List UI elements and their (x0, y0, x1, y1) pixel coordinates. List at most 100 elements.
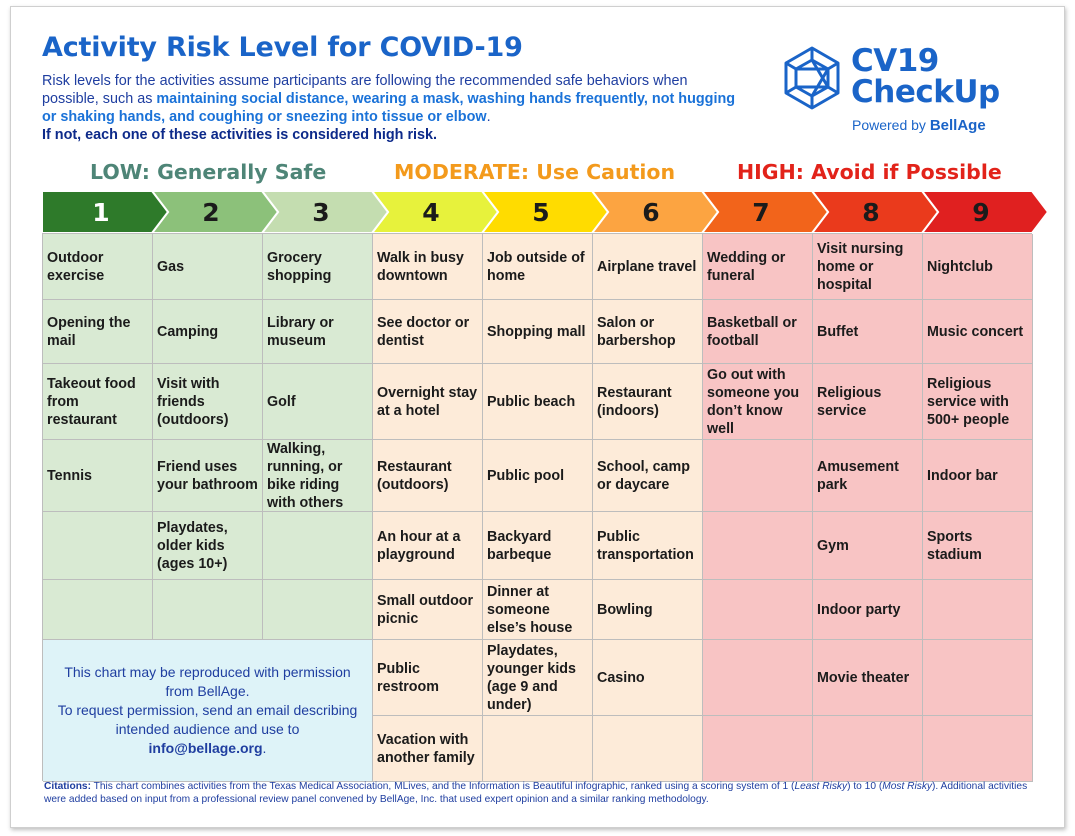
activity-cell (43, 580, 153, 640)
note-line1: This chart may be reproduced with permis… (64, 664, 351, 699)
activity-cell: Movie theater (813, 640, 923, 716)
activity-cell (923, 716, 1033, 782)
activity-grid: Outdoor exercise Opening the mail Takeout … (42, 233, 1033, 782)
activity-cell: Friend uses your bathroom (153, 440, 263, 512)
citations-text3: ). Additional activities were added base… (44, 781, 1028, 805)
intro-behaviors: maintaining social distance, wearing a m… (42, 91, 736, 125)
logo-line2: CheckUp (851, 74, 1000, 110)
activity-cell: Outdoor exercise (43, 234, 153, 300)
band-moderate-label: MODERATE: Use Caution (394, 160, 676, 184)
risk-level-number: 3 (312, 197, 330, 227)
activity-cell: Backyard barbeque (483, 512, 593, 580)
intro-warning: If not, each one of these activities is … (42, 127, 438, 143)
risk-level-number: 6 (642, 197, 660, 227)
activity-cell: Restaurant (outdoors) (373, 440, 483, 512)
activity-cell (703, 716, 813, 782)
intro-text: Risk levels for the activities assume pa… (42, 72, 742, 144)
activity-cell: Nightclub (923, 234, 1033, 300)
activity-cell: An hour at a playground (373, 512, 483, 580)
logo-wordmark: CV19 CheckUp (851, 46, 1000, 108)
activity-cell: Buffet (813, 300, 923, 364)
citations-least: Least Risky (794, 781, 848, 792)
activity-cell: Dinner at someone else’s house (483, 580, 593, 640)
activity-cell: Public beach (483, 364, 593, 440)
activity-cell (43, 512, 153, 580)
activity-cell: See doctor or dentist (373, 300, 483, 364)
page-title: Activity Risk Level for COVID-19 (42, 32, 523, 63)
powered-by-label: Powered by (852, 117, 926, 133)
activity-cell: Amusement park (813, 440, 923, 512)
activity-cell: Overnight stay at a hotel (373, 364, 483, 440)
activity-cell: Wedding or funeral (703, 234, 813, 300)
activity-cell: Camping (153, 300, 263, 364)
activity-cell (813, 716, 923, 782)
powered-by: Powered by BellAge (852, 117, 986, 134)
activity-cell: Public pool (483, 440, 593, 512)
intro-part1: Risk levels for the activities assume pa… (42, 73, 688, 107)
activity-cell (703, 440, 813, 512)
activity-cell: Airplane travel (593, 234, 703, 300)
activity-cell (483, 716, 593, 782)
citations-most: Most Risky (882, 781, 933, 792)
risk-level-number: 9 (972, 197, 990, 227)
activity-cell (263, 512, 373, 580)
cv19-checkup-logo: CV19 CheckUp Powered by BellAge (776, 40, 1016, 140)
activity-cell: Public restroom (373, 640, 483, 716)
activity-cell: Go out with someone you don’t know well (703, 364, 813, 440)
activity-cell: Walk in busy downtown (373, 234, 483, 300)
activity-cell: Restaurant (indoors) (593, 364, 703, 440)
risk-level-number: 2 (202, 197, 220, 227)
activity-cell (593, 716, 703, 782)
activity-cell: Grocery shopping (263, 234, 373, 300)
permission-note: This chart may be reproduced with permis… (43, 640, 373, 782)
risk-level-number: 5 (532, 197, 550, 227)
activity-cell (703, 512, 813, 580)
activity-cell: School, camp or daycare (593, 440, 703, 512)
activity-cell: Library or museum (263, 300, 373, 364)
activity-cell (923, 580, 1033, 640)
activity-cell: Salon or barbershop (593, 300, 703, 364)
note-end: . (262, 740, 267, 756)
activity-cell (703, 580, 813, 640)
snowflake-network-icon (784, 46, 840, 110)
activity-cell: Public transportation (593, 512, 703, 580)
activity-cell (153, 580, 263, 640)
activity-cell: Bowling (593, 580, 703, 640)
activity-cell: Tennis (43, 440, 153, 512)
activity-cell: Small outdoor picnic (373, 580, 483, 640)
activity-cell: Playdates, older kids (ages 10+) (153, 512, 263, 580)
activity-cell: Religious service with 500+ people (923, 364, 1033, 440)
activity-cell: Takeout food from restaurant (43, 364, 153, 440)
activity-cell: Playdates, younger kids (age 9 and under… (483, 640, 593, 716)
activity-cell: Casino (593, 640, 703, 716)
activity-cell: Religious service (813, 364, 923, 440)
risk-level-number: 8 (862, 197, 880, 227)
citations-text2: ) to 10 ( (847, 781, 883, 792)
activity-cell: Visit nursing home or hospital (813, 234, 923, 300)
band-low-label: LOW: Generally Safe (90, 160, 327, 184)
band-high-label: HIGH: Avoid if Possible (737, 160, 1002, 184)
logo-line1: CV19 (851, 43, 939, 79)
citations-text1: This chart combines activities from the … (90, 781, 795, 792)
risk-level-number: 4 (422, 197, 440, 227)
activity-cell: Gym (813, 512, 923, 580)
note-line2: To request permission, send an email des… (57, 702, 358, 737)
activity-cell: Visit with friends (outdoors) (153, 364, 263, 440)
activity-cell: Indoor bar (923, 440, 1033, 512)
risk-arrow-1 (42, 191, 170, 233)
intro-part2: . (486, 109, 491, 125)
activity-cell (703, 640, 813, 716)
activity-cell: Gas (153, 234, 263, 300)
activity-cell: Vacation with another family (373, 716, 483, 782)
citations: Citations: This chart combines activitie… (44, 780, 1034, 806)
note-email[interactable]: info@bellage.org (148, 740, 263, 756)
activity-cell: Music concert (923, 300, 1033, 364)
activity-cell: Indoor party (813, 580, 923, 640)
activity-cell (923, 640, 1033, 716)
risk-level-number: 7 (752, 197, 770, 227)
citations-label: Citations: (44, 781, 91, 792)
activity-cell: Basketball or football (703, 300, 813, 364)
brand-name: BellAge (929, 117, 986, 134)
activity-cell: Shopping mall (483, 300, 593, 364)
activity-cell: Opening the mail (43, 300, 153, 364)
